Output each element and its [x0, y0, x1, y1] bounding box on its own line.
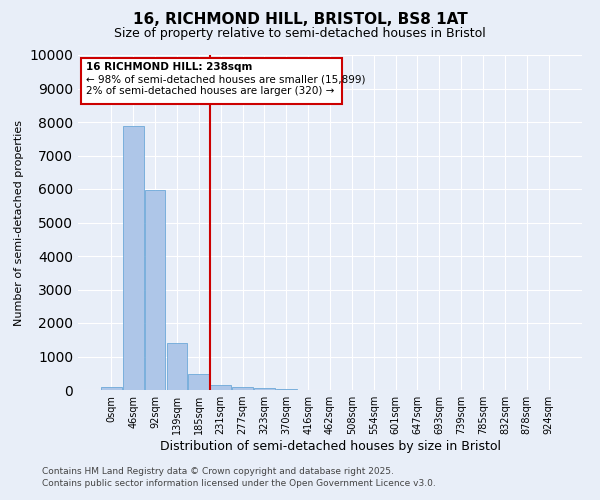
Text: 2% of semi-detached houses are larger (320) →: 2% of semi-detached houses are larger (3… — [86, 86, 334, 97]
Text: 16 RICHMOND HILL: 238sqm: 16 RICHMOND HILL: 238sqm — [86, 62, 252, 72]
Bar — [167, 344, 187, 390]
Bar — [232, 387, 253, 390]
Text: 16, RICHMOND HILL, BRISTOL, BS8 1AT: 16, RICHMOND HILL, BRISTOL, BS8 1AT — [133, 12, 467, 28]
Bar — [210, 385, 231, 390]
X-axis label: Distribution of semi-detached houses by size in Bristol: Distribution of semi-detached houses by … — [160, 440, 500, 453]
Bar — [254, 388, 275, 390]
Text: ← 98% of semi-detached houses are smaller (15,899): ← 98% of semi-detached houses are smalle… — [86, 74, 365, 84]
Bar — [101, 386, 122, 390]
Bar — [276, 389, 296, 390]
Bar — [145, 190, 166, 390]
Text: Contains HM Land Registry data © Crown copyright and database right 2025.: Contains HM Land Registry data © Crown c… — [42, 467, 394, 476]
Text: Size of property relative to semi-detached houses in Bristol: Size of property relative to semi-detach… — [114, 28, 486, 40]
Text: Contains public sector information licensed under the Open Government Licence v3: Contains public sector information licen… — [42, 478, 436, 488]
Bar — [188, 374, 209, 390]
Y-axis label: Number of semi-detached properties: Number of semi-detached properties — [14, 120, 24, 326]
Bar — [123, 126, 143, 390]
